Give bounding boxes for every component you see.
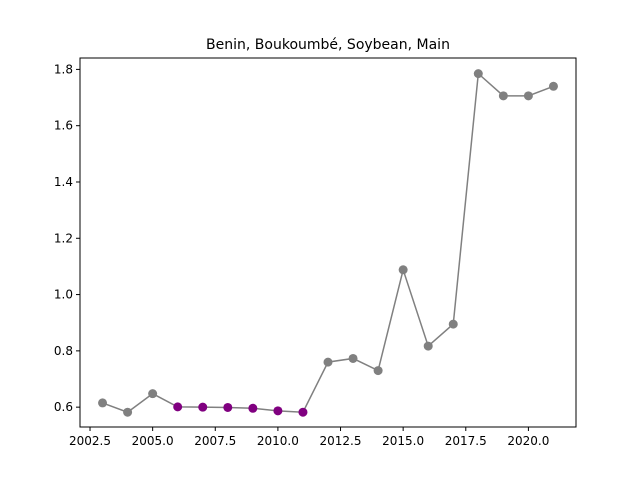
x-tick-label: 2002.5 xyxy=(69,434,111,448)
highlighted-data-point xyxy=(198,402,208,412)
x-tick-label: 2012.5 xyxy=(320,434,362,448)
highlighted-data-point xyxy=(298,407,308,417)
highlighted-data-point xyxy=(248,403,258,413)
x-tick-label: 2020.0 xyxy=(507,434,549,448)
y-axis: 0.6 0.8 1.0 1.2 1.4 1.6 1.8 xyxy=(54,62,80,414)
y-tick-label: 0.6 xyxy=(54,400,73,414)
x-axis: 2002.5 2005.0 2007.5 2010.0 2012.5 2015.0 2017… xyxy=(69,427,549,448)
x-tick-label: 2007.5 xyxy=(194,434,236,448)
data-point xyxy=(348,353,358,363)
data-point xyxy=(523,91,533,101)
data-point xyxy=(123,407,133,417)
y-tick-label: 1.4 xyxy=(54,175,73,189)
x-tick-label: 2010.0 xyxy=(257,434,299,448)
y-tick-label: 1.8 xyxy=(54,62,73,76)
data-point xyxy=(98,398,108,408)
data-point xyxy=(473,69,483,79)
y-tick-label: 1.6 xyxy=(54,119,73,133)
y-tick-label: 0.8 xyxy=(54,344,73,358)
x-tick-label: 2017.5 xyxy=(445,434,487,448)
data-point xyxy=(148,389,158,399)
y-tick-label: 1.0 xyxy=(54,288,73,302)
data-point xyxy=(448,319,458,329)
data-point xyxy=(548,81,558,91)
data-point xyxy=(398,265,408,275)
highlighted-data-point xyxy=(273,406,283,416)
data-point xyxy=(323,357,333,367)
highlighted-data-point xyxy=(223,402,233,412)
data-point xyxy=(373,366,383,376)
data-point xyxy=(423,341,433,351)
highlighted-data-point xyxy=(173,402,183,412)
y-tick-label: 1.2 xyxy=(54,231,73,245)
chart-title: Benin, Boukoumbé, Soybean, Main xyxy=(206,37,450,53)
data-series xyxy=(98,69,558,417)
data-point xyxy=(498,91,508,101)
x-tick-label: 2015.0 xyxy=(382,434,424,448)
plot-frame xyxy=(79,57,577,428)
x-tick-label: 2005.0 xyxy=(132,434,174,448)
